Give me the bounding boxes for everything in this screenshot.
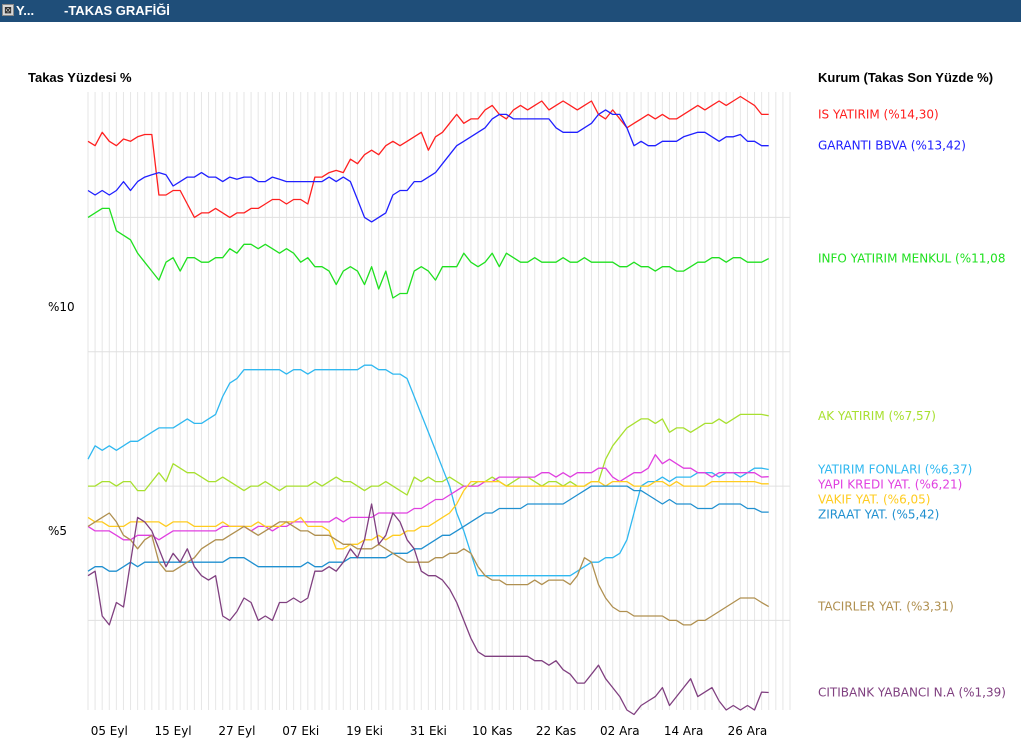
x-tick-label: 15 Eyl xyxy=(155,724,192,738)
app-logo: Y... xyxy=(16,3,35,18)
x-tick-label: 10 Kas xyxy=(472,724,512,738)
y-tick-label: %10 xyxy=(48,300,75,314)
system-menu-icon[interactable]: ⊠ xyxy=(2,4,14,16)
series-line xyxy=(87,480,769,550)
x-tick-label: 22 Kas xyxy=(536,724,576,738)
legend-entry: AK YATIRIM (%7,57) xyxy=(818,409,936,423)
legend-entry: YAPI KREDI YAT. (%6,21) xyxy=(817,478,962,492)
x-tick-labels: 05 Eyl 15 Eyl 27 Eyl 07 Eki 19 Eki 31 Eki 10 K… xyxy=(91,724,768,738)
window-title: -TAKAS GRAFİĞİ xyxy=(64,3,170,18)
series-line xyxy=(87,454,769,541)
x-tick-label: 05 Eyl xyxy=(91,724,128,738)
series-line xyxy=(87,95,769,219)
series-line xyxy=(87,503,769,716)
x-tick-label: 02 Ara xyxy=(600,724,640,738)
legend-entry: YATIRIM FONLARI (%6,37) xyxy=(817,463,972,477)
legend: IS YATIRIM (%14,30) GARANTI BBVA (%13,42)… xyxy=(817,107,1006,699)
x-tick-label: 31 Eki xyxy=(410,724,447,738)
y-tick-label: %5 xyxy=(48,524,67,538)
x-tick-label: 27 Eyl xyxy=(218,724,255,738)
series-lines xyxy=(87,95,770,716)
legend-entry: VAKIF YAT. (%6,05) xyxy=(818,493,930,507)
x-tick-label: 14 Ara xyxy=(664,724,704,738)
y-tick-labels: %10 %5 xyxy=(48,300,75,538)
series-line xyxy=(87,207,769,299)
legend-entry: ZIRAAT YAT. (%5,42) xyxy=(818,508,939,522)
legend-entry: INFO YATIRIM MENKUL (%11,08 xyxy=(818,252,1005,266)
legend-entry: GARANTI BBVA (%13,42) xyxy=(818,139,966,153)
series-line xyxy=(88,413,769,496)
y-axis-label: Takas Yüzdesi % xyxy=(28,70,132,85)
legend-entry: IS YATIRIM (%14,30) xyxy=(818,107,939,121)
legend-entry: CITIBANK YABANCI N.A (%1,39) xyxy=(818,686,1006,700)
series-line xyxy=(87,485,769,572)
x-tick-label: 19 Eki xyxy=(346,724,383,738)
window-title-bar: ⊠ Y... -TAKAS GRAFİĞİ xyxy=(0,0,1021,22)
x-tick-label: 07 Eki xyxy=(282,724,319,738)
legend-title: Kurum (Takas Son Yüzde %) xyxy=(818,70,994,85)
series-line xyxy=(87,109,769,223)
x-tick-label: 26 Ara xyxy=(728,724,768,738)
chart-grid xyxy=(87,92,791,710)
legend-entry: TACIRLER YAT. (%3,31) xyxy=(817,600,954,614)
series-line xyxy=(87,512,770,626)
